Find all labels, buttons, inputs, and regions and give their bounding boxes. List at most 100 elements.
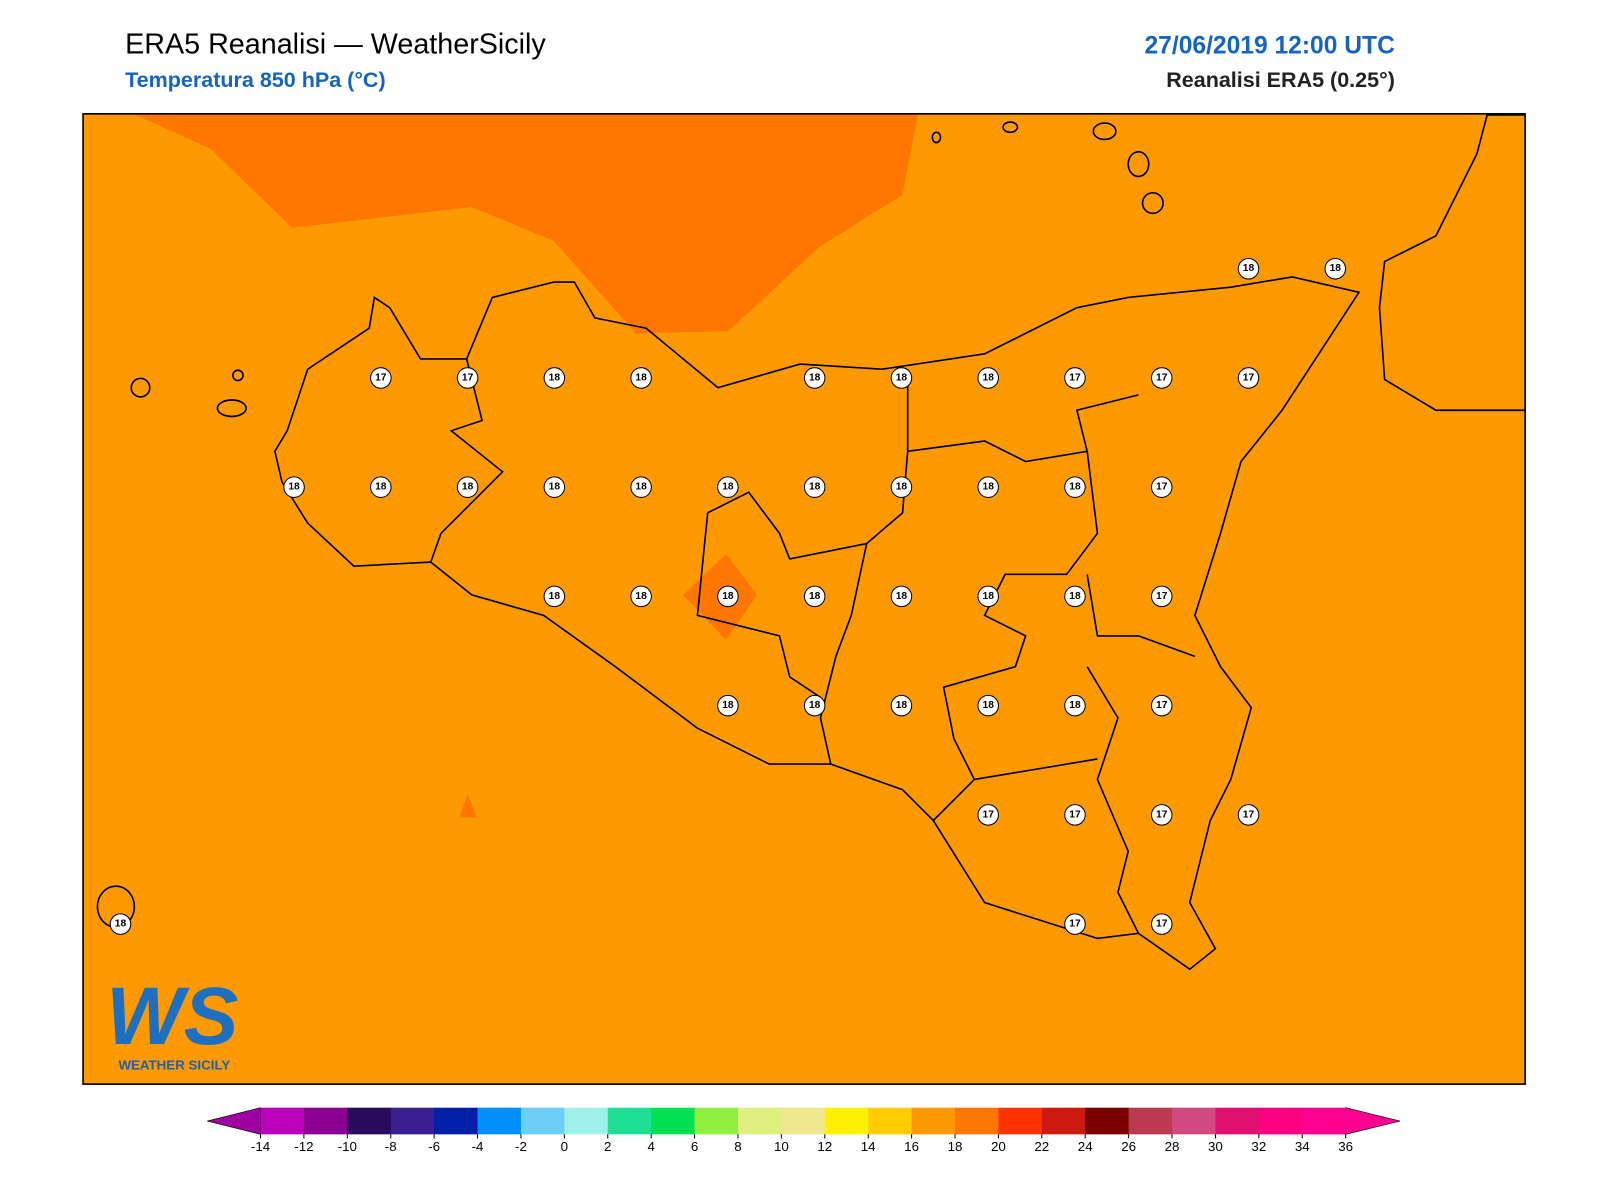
station-marker [1150,367,1173,389]
colorbar-tick-label: -4 [472,1139,484,1154]
station-marker [630,476,652,498]
station-value: 17 [1156,482,1168,493]
station-marker [630,585,652,608]
station-value: 17 [375,372,387,383]
station-value: 17 [1156,700,1168,711]
colorbar-tick-label: 8 [734,1139,741,1154]
source: Reanalisi ERA5 (0.25°) [1166,68,1395,92]
province-borders [429,358,1196,934]
station-marker [803,367,826,389]
station-marker [803,694,826,717]
colorbar-box [607,1107,652,1135]
colorbar-tick-label: 24 [1078,1139,1093,1154]
colorbar-box [1258,1107,1303,1135]
station-value: 18 [1330,263,1342,274]
station-marker [890,585,913,608]
station-value: 18 [896,482,908,493]
station-value: 18 [1243,263,1255,274]
colorbar-tick-label: 16 [904,1139,919,1154]
warm-area [459,793,477,818]
station-marker [1150,913,1173,935]
colorbar-box [1172,1107,1216,1135]
colorbar-under [207,1107,261,1135]
colorbar-tick-label: 2 [604,1139,611,1154]
map-frame [82,113,1526,1085]
station-marker [1064,367,1086,389]
station-value: 17 [1156,591,1168,602]
station-value: 18 [722,700,734,711]
station-value: 18 [809,372,821,383]
station-marker [1237,257,1260,280]
colorbar-tick-label: -12 [294,1139,313,1154]
station-marker [456,367,479,389]
colorbar-tick-label: 18 [948,1139,963,1154]
colorbar-tick-label: 10 [774,1139,789,1154]
station-value: 18 [896,591,908,602]
station-value: 18 [549,591,561,602]
station-marker [1150,804,1173,826]
station-value: 18 [809,482,821,493]
station-marker [890,367,913,389]
station-value: 17 [983,809,995,820]
colorbar-tick-label: -8 [385,1139,397,1154]
station-value: 18 [983,591,995,602]
map: 18 18 17 17 18 18 18 18 18 17 17 17 18 18 18 18 18 18 18 18… [82,113,1526,1085]
colorbar-box [1085,1107,1130,1135]
station-marker [717,476,739,498]
colorbar-tick-label: -6 [428,1139,440,1154]
colorbar-box [781,1107,826,1135]
station-value: 18 [549,482,561,493]
station-marker [370,367,392,389]
logo-text: WEATHER SICILY [118,1058,230,1073]
colorbar-box [520,1107,565,1135]
station-value: 18 [635,372,647,383]
colorbar-box [564,1107,609,1135]
station-marker [1237,367,1260,389]
colorbar-tick-label: 28 [1165,1139,1180,1154]
colorbar-box [1041,1107,1086,1135]
calabria-coast [1378,114,1526,412]
station-marker [803,585,826,608]
colorbar-tick-label: -2 [515,1139,527,1154]
station-marker [1237,804,1260,826]
colorbar-box [998,1107,1043,1135]
station-marker [109,913,132,935]
colorbar-over [1345,1107,1401,1135]
station-marker [543,585,566,608]
station-marker [890,694,913,717]
colorbar-box [434,1107,479,1135]
station-value: 18 [635,591,647,602]
colorbar-box [737,1107,782,1135]
station-value: 18 [983,482,995,493]
colorbar-tick-label: 0 [561,1139,568,1154]
station-marker [717,585,739,608]
colorbar-box [694,1107,739,1135]
temperature-field [83,113,1526,1085]
colorbar-box [1302,1107,1347,1135]
colorbar: -14 -12 -10 -8 -6 -4 -2 0 2 4 6 8 10 12 14 16 18 20 22 24 26… [207,1107,1401,1154]
station-value: 18 [896,700,908,711]
station-marker [890,476,913,498]
colorbar-box [651,1107,696,1135]
station-value: 18 [462,482,474,493]
station-value: 17 [1243,372,1255,383]
station-marker [1150,694,1173,717]
station-marker [543,367,566,389]
station-value: 18 [983,372,995,383]
station-value: 18 [375,482,387,493]
colorbar-tick-label: 34 [1295,1139,1310,1154]
station-value: 18 [1069,700,1081,711]
station-value: 18 [288,482,300,493]
colorbar-box [260,1107,305,1135]
colorbar-box [824,1107,869,1135]
station-value: 18 [896,372,908,383]
station-marker [977,367,999,389]
colorbar-box [303,1107,348,1135]
station-marker [977,585,999,608]
logo-mark: WS [106,971,238,1062]
colorbar-box [390,1107,435,1135]
station-value: 18 [635,482,647,493]
station-marker [456,476,479,498]
datetime: 27/06/2019 12:00 UTC [1144,32,1395,59]
station-marker [1064,913,1086,935]
